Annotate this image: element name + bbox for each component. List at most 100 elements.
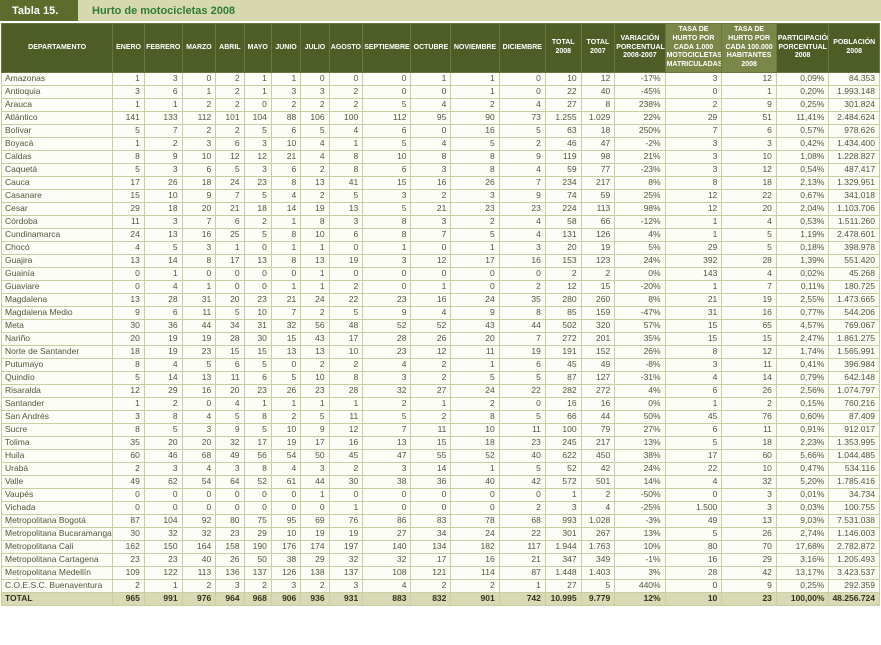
value-cell: 92 <box>181 513 217 528</box>
value-cell: 12 <box>721 71 777 86</box>
value-cell: 34 <box>215 318 245 333</box>
value-cell: 46 <box>143 448 183 463</box>
value-cell: 4 <box>664 474 723 489</box>
value-cell: 1.353.995 <box>828 435 880 450</box>
value-cell: 5 <box>215 162 245 177</box>
value-cell: 7.531.038 <box>828 513 880 528</box>
value-cell: 0 <box>664 487 723 502</box>
value-cell: 19 <box>300 526 330 541</box>
value-cell: 6 <box>498 357 546 372</box>
value-cell: 140 <box>362 539 412 554</box>
value-cell: 551.420 <box>828 253 880 268</box>
department-cell: Caldas <box>0 149 114 164</box>
value-cell: 87.409 <box>828 409 880 424</box>
value-cell: 1.255 <box>544 110 582 125</box>
value-cell: 2.484.624 <box>828 110 880 125</box>
value-cell: 622 <box>544 448 582 463</box>
value-cell: 1.785.416 <box>828 474 880 489</box>
value-cell: 10 <box>544 71 582 86</box>
value-cell: 282 <box>544 383 582 398</box>
value-cell: 3.423.537 <box>828 565 880 580</box>
value-cell: 5 <box>300 409 330 424</box>
value-cell: 0,25% <box>775 97 830 112</box>
value-cell: 1 <box>143 97 183 112</box>
value-cell: 10 <box>362 149 412 164</box>
value-cell: 180.725 <box>828 279 880 294</box>
value-cell: 572 <box>544 474 582 489</box>
value-cell: 5 <box>664 435 723 450</box>
column-header: ENERO <box>112 23 145 73</box>
value-cell: 1 <box>243 71 272 86</box>
value-cell: 1 <box>410 396 452 411</box>
value-cell: 20 <box>143 435 183 450</box>
value-cell: 7 <box>362 422 412 437</box>
value-cell: 112 <box>181 110 217 125</box>
table-row: Casanare 15 10 9 7 5 4 2 5 3 2 3 9 74 59 25% 12 22 0,67% 34… <box>0 188 880 203</box>
value-cell: 1.074.797 <box>828 383 880 398</box>
value-cell: 14 <box>143 370 183 385</box>
value-cell: 21 <box>215 201 245 216</box>
value-cell: 1.103.706 <box>828 201 880 216</box>
value-cell: 13 <box>243 253 272 268</box>
value-cell: 10 <box>270 422 302 437</box>
department-cell: Risaralda <box>0 383 114 398</box>
department-cell: Nariño <box>0 331 114 346</box>
value-cell: 4 <box>721 214 777 229</box>
value-cell: 8 <box>270 253 302 268</box>
value-cell: 21 <box>664 292 723 307</box>
value-cell: -2% <box>614 136 666 151</box>
value-cell: 49 <box>112 474 145 489</box>
value-cell: 176 <box>270 539 302 554</box>
value-cell: 1 <box>112 71 145 86</box>
value-cell: 5,66% <box>775 448 830 463</box>
value-cell: 13% <box>614 526 666 541</box>
value-cell: 3 <box>143 162 183 177</box>
value-cell: 17 <box>410 552 452 567</box>
value-cell: 5 <box>721 227 777 242</box>
value-cell: 1.146.003 <box>828 526 880 541</box>
value-cell: 134 <box>410 539 452 554</box>
value-cell: 2 <box>328 97 364 112</box>
value-cell: 2 <box>181 578 217 593</box>
value-cell: 2 <box>300 305 330 320</box>
value-cell: 28 <box>664 565 723 580</box>
value-cell: 4 <box>112 240 145 255</box>
value-cell: 398.978 <box>828 240 880 255</box>
department-cell: Magdalena Medio <box>0 305 114 320</box>
value-cell: 16 <box>450 552 500 567</box>
value-cell: 42 <box>721 565 777 580</box>
value-cell: 19 <box>328 253 364 268</box>
value-cell: 0 <box>498 487 546 502</box>
value-cell: 9 <box>450 305 500 320</box>
value-cell: 0 <box>328 487 364 502</box>
value-cell: 17 <box>664 448 723 463</box>
value-cell: 1 <box>450 357 500 372</box>
value-cell: 832 <box>410 591 452 606</box>
value-cell: 19 <box>143 331 183 346</box>
value-cell: 9 <box>300 422 330 437</box>
value-cell: 18 <box>143 201 183 216</box>
data-table: DEPARTAMENTO ENERO FEBRERO MARZO ABRIL MAYO JU… <box>0 23 880 606</box>
department-cell: Arauca <box>0 97 114 112</box>
value-cell: 15 <box>721 331 777 346</box>
value-cell: 56 <box>300 318 330 333</box>
value-cell: 3 <box>243 136 272 151</box>
value-cell: 35 <box>112 435 145 450</box>
value-cell: 16 <box>181 383 217 398</box>
value-cell: 0 <box>215 487 245 502</box>
value-cell: 10 <box>721 461 777 476</box>
value-cell: 23 <box>215 526 245 541</box>
value-cell: 0 <box>243 279 272 294</box>
value-cell: 12 <box>328 422 364 437</box>
value-cell: 502 <box>544 318 582 333</box>
value-cell: 6 <box>243 370 272 385</box>
value-cell: 3 <box>181 422 217 437</box>
value-cell: 6 <box>215 214 245 229</box>
value-cell: 245 <box>544 435 582 450</box>
value-cell: 2 <box>580 266 616 281</box>
value-cell: 0 <box>328 266 364 281</box>
value-cell: 1 <box>181 84 217 99</box>
value-cell: 138 <box>300 565 330 580</box>
value-cell: 450 <box>580 448 616 463</box>
value-cell: 40 <box>181 552 217 567</box>
